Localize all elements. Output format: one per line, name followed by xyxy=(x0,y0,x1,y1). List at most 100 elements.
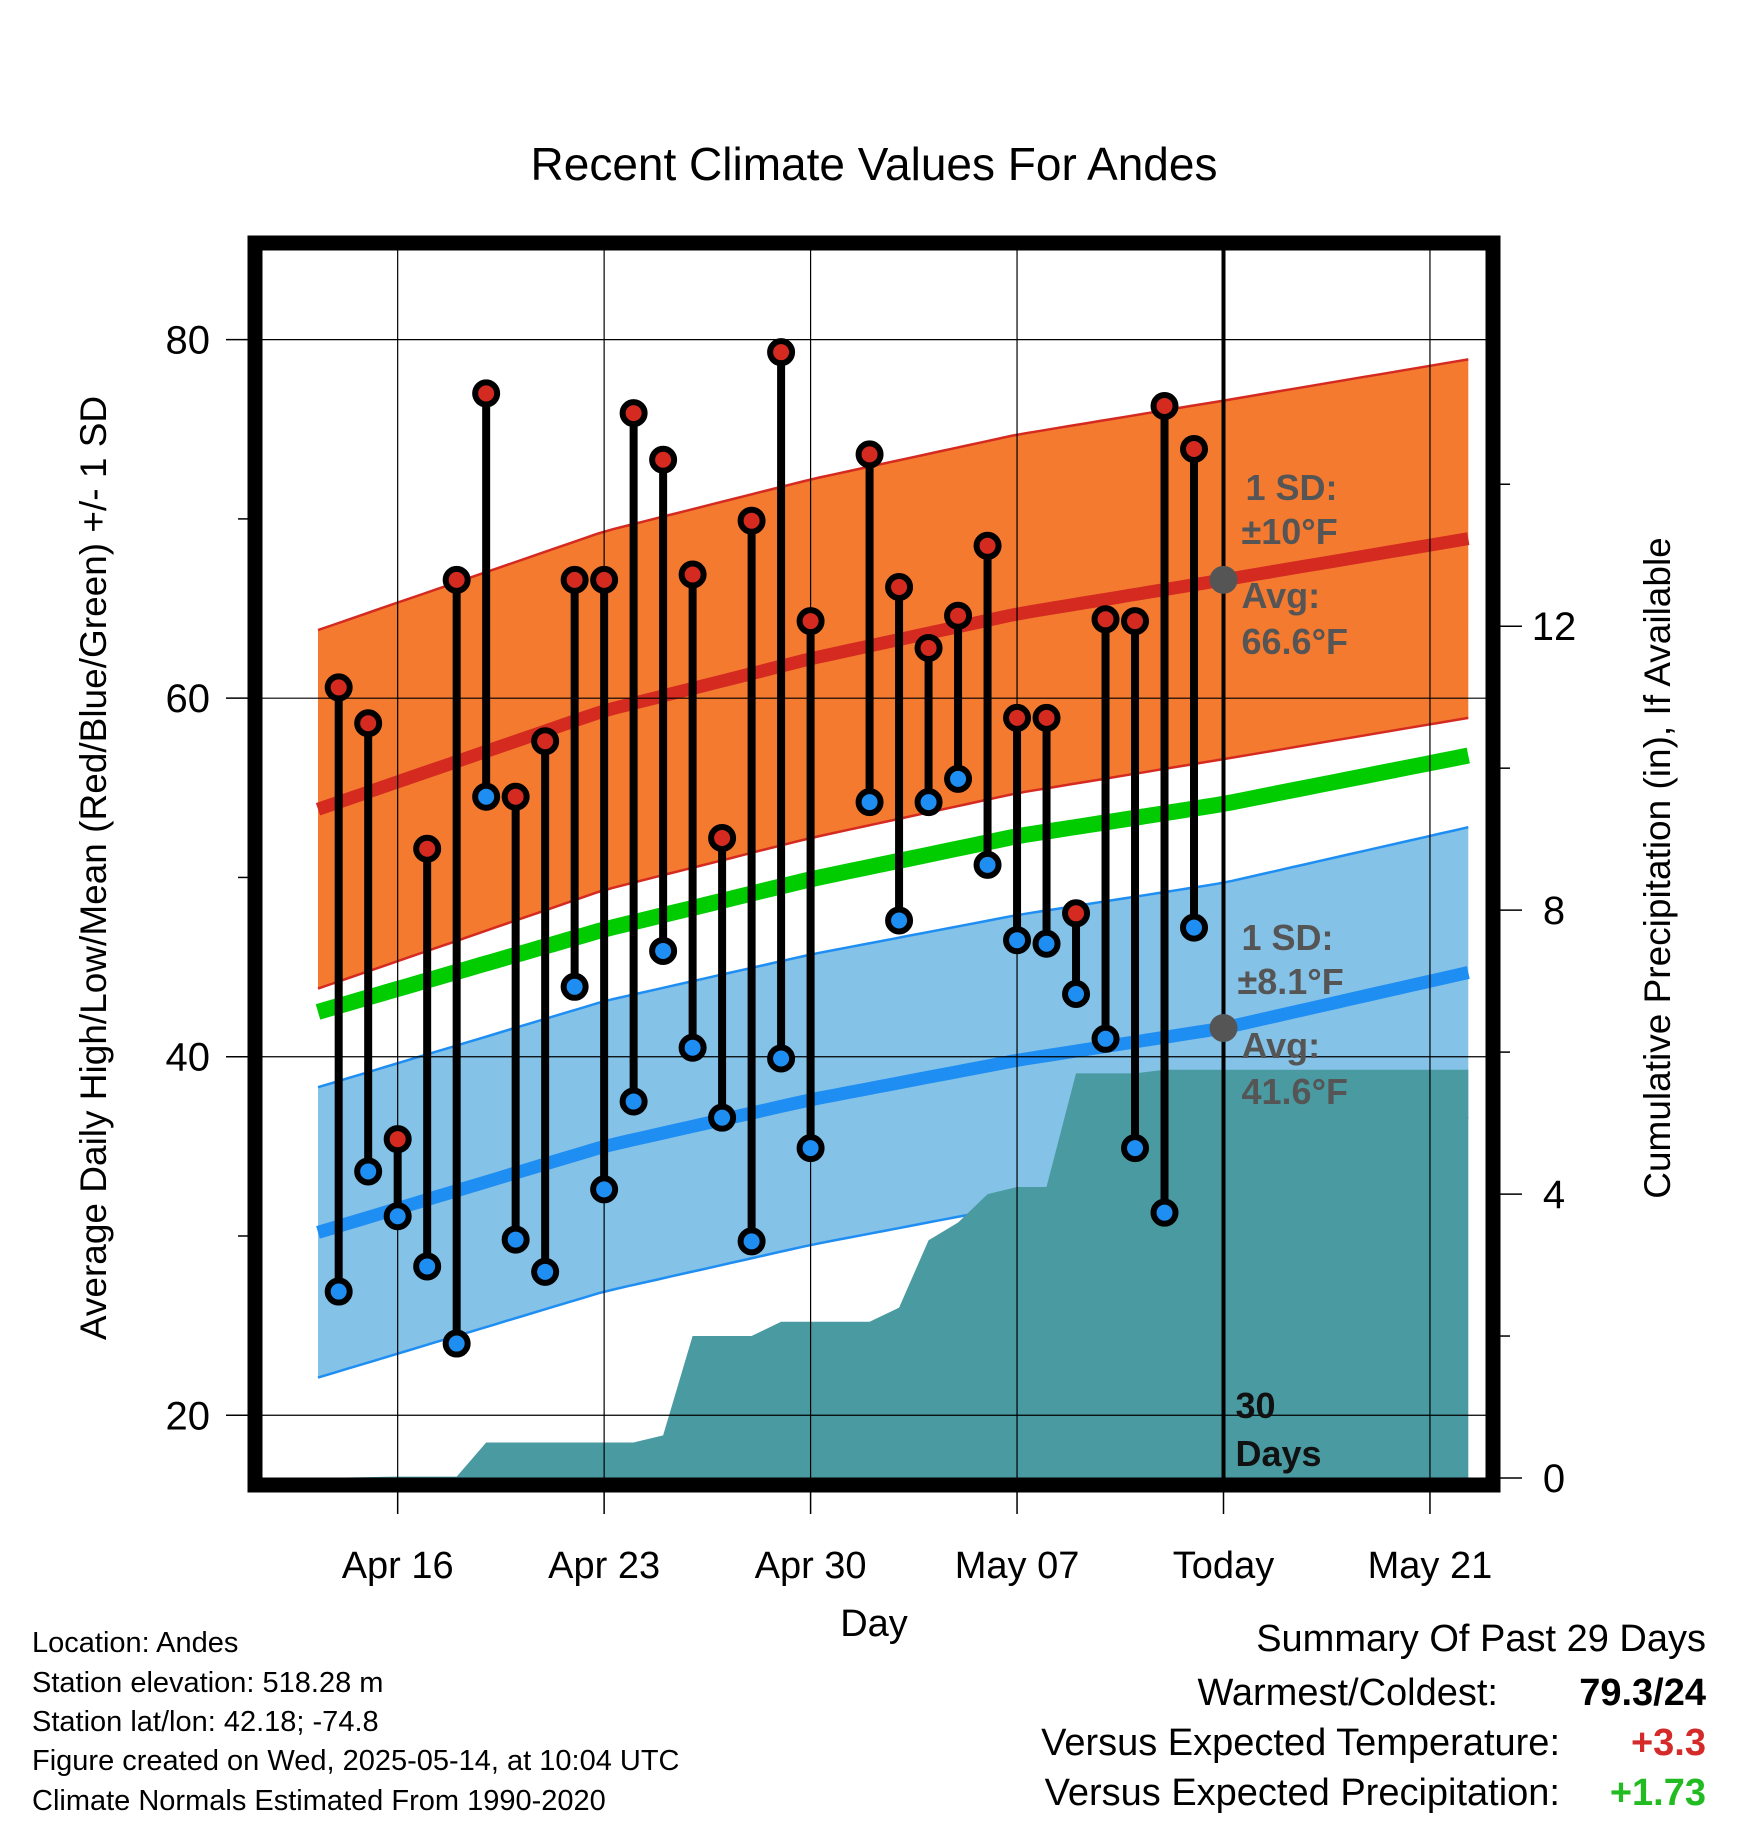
y-tick-label: 20 xyxy=(166,1394,211,1438)
obs-high-marker xyxy=(413,834,442,863)
summary-precip-value: +1.73 xyxy=(1609,1772,1706,1814)
obs-low-marker xyxy=(1150,1198,1179,1227)
today-high-avg-marker xyxy=(1209,565,1238,594)
obs-low-marker xyxy=(1091,1024,1120,1053)
today-label-line2: Days xyxy=(1236,1433,1322,1474)
high-mean-line xyxy=(315,532,1470,816)
y2-axis-label: Cumulative Precipitation (in), If Availa… xyxy=(1637,537,1678,1199)
summary-title: Summary Of Past 29 Days xyxy=(1256,1618,1706,1660)
obs-high-marker xyxy=(590,565,619,594)
obs-low-marker xyxy=(944,764,973,793)
obs-low-marker xyxy=(1180,913,1209,942)
high-sd-title: 1 SD: xyxy=(1246,467,1338,508)
low-sd-value: ±8.1°F xyxy=(1238,961,1344,1002)
x-tick-label: Apr 30 xyxy=(755,1545,867,1587)
obs-low-marker xyxy=(767,1044,796,1073)
y-tick-label: 60 xyxy=(166,677,211,721)
x-axis-label: Day xyxy=(840,1603,908,1645)
x-tick-label: Today xyxy=(1173,1545,1274,1587)
daily-mean-line xyxy=(315,747,1470,1020)
obs-low-marker xyxy=(590,1175,619,1204)
obs-low-marker xyxy=(1003,926,1032,955)
low-sd-title: 1 SD: xyxy=(1242,917,1334,958)
y2-tick-label: 12 xyxy=(1532,605,1577,649)
footer-normals: Climate Normals Estimated From 1990-2020 xyxy=(32,1785,606,1817)
precipitation-area xyxy=(318,1069,1469,1478)
obs-low-marker xyxy=(796,1134,825,1163)
footer-elevation: Station elevation: 518.28 m xyxy=(32,1667,384,1699)
obs-low-marker xyxy=(531,1257,560,1286)
obs-high-marker xyxy=(767,338,796,367)
obs-high-marker xyxy=(1091,605,1120,634)
obs-low-marker xyxy=(619,1087,648,1116)
obs-high-marker xyxy=(560,565,589,594)
low-avg-title: Avg: xyxy=(1242,1025,1321,1066)
obs-high-marker xyxy=(442,565,471,594)
x-tick-label: Apr 16 xyxy=(342,1545,454,1587)
plot-frame xyxy=(247,235,1501,1493)
low-upper-sd-line xyxy=(317,825,1469,1089)
footer-created: Figure created on Wed, 2025-05-14, at 10… xyxy=(32,1745,680,1777)
high-sd-value: ±10°F xyxy=(1242,511,1338,552)
obs-high-marker xyxy=(737,506,766,535)
obs-high-marker xyxy=(354,709,383,738)
obs-high-marker xyxy=(678,560,707,589)
footer-location: Location: Andes xyxy=(32,1627,239,1659)
x-tick-label: Apr 23 xyxy=(548,1545,660,1587)
today-low-avg-marker xyxy=(1209,1014,1238,1043)
x-tick-label: May 07 xyxy=(955,1545,1080,1587)
high-avg-value: 66.6°F xyxy=(1242,621,1348,662)
low-mean-line xyxy=(316,966,1470,1239)
obs-low-marker xyxy=(914,788,943,817)
x-tick-label: May 21 xyxy=(1368,1545,1493,1587)
obs-high-marker xyxy=(973,531,1002,560)
obs-low-marker xyxy=(413,1252,442,1281)
obs-low-marker xyxy=(885,906,914,935)
obs-low-marker xyxy=(649,936,678,965)
today-label-line1: 30 xyxy=(1236,1385,1276,1426)
obs-low-marker xyxy=(354,1157,383,1186)
obs-high-marker xyxy=(796,607,825,636)
obs-low-marker xyxy=(442,1329,471,1358)
frame-border xyxy=(247,235,1501,1493)
obs-high-marker xyxy=(914,633,943,662)
y2-tick-label: 0 xyxy=(1543,1457,1565,1501)
obs-low-marker xyxy=(324,1277,353,1306)
obs-high-marker xyxy=(708,824,737,853)
obs-low-marker xyxy=(1062,979,1091,1008)
summary-precip-label: Versus Expected Precipitation: xyxy=(1044,1772,1560,1814)
obs-low-marker xyxy=(855,788,884,817)
obs-high-marker xyxy=(885,573,914,602)
obs-high-marker xyxy=(944,601,973,630)
obs-low-marker xyxy=(501,1225,530,1254)
high-avg-title: Avg: xyxy=(1242,575,1321,616)
summary-warm-cold-value: 79.3/24 xyxy=(1579,1672,1706,1714)
observations xyxy=(324,338,1209,1358)
summary-temp-label: Versus Expected Temperature: xyxy=(1041,1722,1560,1764)
low-sd-band xyxy=(318,827,1469,1378)
obs-high-marker xyxy=(855,440,884,469)
low-avg-value: 41.6°F xyxy=(1242,1071,1348,1112)
obs-low-marker xyxy=(678,1033,707,1062)
high-lower-sd-line xyxy=(317,716,1469,990)
obs-high-marker xyxy=(472,379,501,408)
y-axis-label: Average Daily High/Low/Mean (Red/Blue/Gr… xyxy=(73,396,114,1340)
obs-low-marker xyxy=(737,1227,766,1256)
obs-low-marker xyxy=(1121,1134,1150,1163)
axes: 20 40 60 80 0 4 8 12 Apr 16 Apr 23 Apr 30 May 07 Tod… xyxy=(166,319,1577,1587)
obs-high-marker xyxy=(649,445,678,474)
obs-high-marker xyxy=(1180,434,1209,463)
obs-low-marker xyxy=(560,972,589,1001)
obs-high-marker xyxy=(324,673,353,702)
obs-high-marker xyxy=(531,727,560,756)
obs-high-marker xyxy=(1121,607,1150,636)
obs-high-marker xyxy=(501,782,530,811)
y2-tick-label: 8 xyxy=(1543,889,1565,933)
y-tick-label: 80 xyxy=(166,319,211,363)
obs-high-marker xyxy=(383,1125,412,1154)
precip-area xyxy=(318,1069,1469,1478)
obs-low-marker xyxy=(472,782,501,811)
obs-high-marker xyxy=(1032,703,1061,732)
